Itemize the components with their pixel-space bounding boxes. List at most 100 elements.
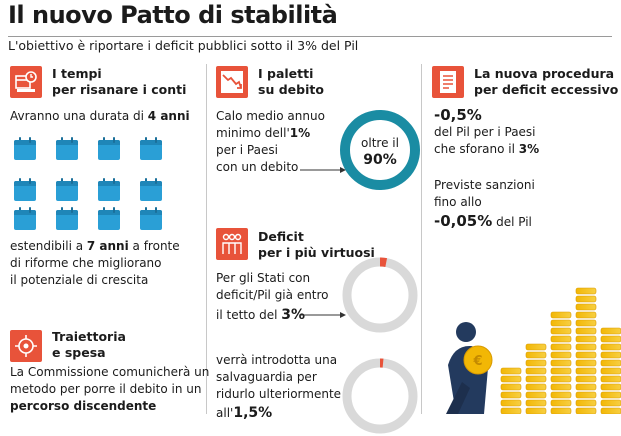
coin: [550, 399, 572, 407]
coin: [575, 311, 597, 319]
coin: [550, 359, 572, 367]
coin: [600, 407, 621, 414]
coin: [600, 327, 621, 335]
coin: [525, 367, 547, 375]
calendar-clock-icon: [10, 66, 42, 98]
coin: [600, 359, 621, 367]
calendar-icon: [98, 178, 120, 201]
coin: [575, 327, 597, 335]
coin: [575, 359, 597, 367]
pointer-arrow-icon: [300, 167, 346, 173]
calendar-icon: [140, 137, 162, 160]
person-with-coins-icon: €: [446, 287, 621, 414]
coin: [575, 383, 597, 391]
deficit-ring-1: [342, 257, 418, 333]
coin: [600, 343, 621, 351]
coin: [575, 295, 597, 303]
debt-ring: [340, 110, 420, 190]
column-divider: [421, 64, 422, 414]
page-title: Il nuovo Patto di stabilità: [8, 1, 338, 29]
debt-ring-label: oltre il 90%: [361, 136, 399, 168]
coin: [550, 367, 572, 375]
coin: [525, 351, 547, 359]
people-icon: [216, 228, 248, 260]
coin: [575, 319, 597, 327]
calendar-icon: [56, 178, 78, 201]
coin: [575, 375, 597, 383]
calendar-icon: [56, 137, 78, 160]
coin: [600, 391, 621, 399]
coin: [600, 351, 621, 359]
coin: [600, 367, 621, 375]
coin: [550, 311, 572, 319]
tempi-extension-text: estendibili a 7 anni a fronte di riforme…: [10, 239, 180, 287]
paletti-heading: I paletti su debito: [258, 66, 324, 97]
coin: [550, 343, 572, 351]
coin: [525, 383, 547, 391]
coin: [525, 375, 547, 383]
coin: [525, 359, 547, 367]
coin: [550, 335, 572, 343]
deficit-heading: Deficit per i più virtuosi: [258, 229, 375, 260]
coin: [575, 303, 597, 311]
coin: [500, 375, 522, 383]
coin: [550, 319, 572, 327]
coin: [550, 327, 572, 335]
chart-down-icon: [216, 66, 248, 98]
procedura-text-2: Previste sanzioni fino allo -0,05% del P…: [434, 178, 535, 230]
coin: [550, 375, 572, 383]
coin: [550, 351, 572, 359]
calendar-icon: [56, 207, 78, 230]
procedura-text-1: -0,5% del Pil per i Paesi che sforano il…: [434, 106, 540, 156]
coin: [600, 335, 621, 343]
coin: [575, 343, 597, 351]
traiettoria-text: La Commissione comunicherà un metodo per…: [10, 365, 210, 413]
page-subtitle: L'obiettivo è riportare i deficit pubbli…: [8, 38, 359, 53]
paletti-text: Calo medio annuo minimo dell'1% per i Pa…: [216, 109, 325, 174]
coin: [550, 407, 572, 414]
tempi-duration-text: Avranno una durata di 4 anni: [10, 109, 190, 123]
coin: [600, 383, 621, 391]
deficit-text-2: verrà introdotta una salvaguardia per ri…: [216, 353, 342, 421]
calendar-icon: [14, 207, 36, 230]
calendar-icon: [98, 137, 120, 160]
deficit-ring-1-arc: [342, 257, 418, 333]
target-arrows-icon: [10, 330, 42, 362]
coin: [525, 399, 547, 407]
coin: [575, 335, 597, 343]
calendar-icon: [14, 178, 36, 201]
calendar-icon: [98, 207, 120, 230]
deficit-text-1: Per gli Stati con deficit/Pil già entro …: [216, 271, 329, 323]
deficit-ring-2: [342, 358, 418, 434]
title-divider: [8, 36, 612, 37]
coin: [525, 391, 547, 399]
tempi-heading: I tempi per risanare i conti: [52, 66, 187, 97]
coin: [500, 407, 522, 414]
coin: [575, 391, 597, 399]
coin: [500, 391, 522, 399]
coin: [575, 367, 597, 375]
pointer-arrow-icon: [300, 312, 346, 318]
coin: [500, 399, 522, 407]
coin: [550, 391, 572, 399]
procedura-heading: La nuova procedura per deficit eccessivo: [474, 66, 619, 97]
coin: [550, 383, 572, 391]
coin: [575, 351, 597, 359]
calendar-icon: [140, 178, 162, 201]
calendar-icon: [140, 207, 162, 230]
coin: [575, 399, 597, 407]
traiettoria-heading: Traiettoria e spesa: [52, 329, 126, 360]
debt-ring-arc: [340, 110, 420, 190]
calendar-icon: [14, 137, 36, 160]
coin: [600, 375, 621, 383]
svg-text:€: €: [472, 354, 482, 369]
coin: [575, 407, 597, 414]
column-divider: [206, 64, 207, 414]
coin: [525, 343, 547, 351]
document-icon: [432, 66, 464, 98]
coin: [575, 287, 597, 295]
coin: [525, 407, 547, 414]
coin: [500, 383, 522, 391]
deficit-ring-2-arc: [342, 358, 418, 434]
coin: [500, 367, 522, 375]
